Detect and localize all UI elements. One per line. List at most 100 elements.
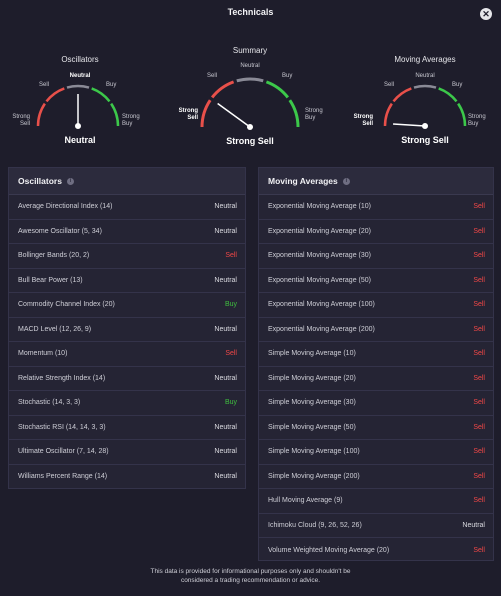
gauge-value: Neutral: [64, 135, 96, 145]
table-row: Awesome Oscillator (5, 34) Neutral: [9, 220, 245, 244]
indicator-signal: Neutral: [214, 276, 237, 284]
gauge-value: Strong Sell: [226, 136, 274, 146]
indicator-signal: Neutral: [214, 423, 237, 431]
table-row: Simple Moving Average (10) Sell: [259, 342, 493, 367]
table-row: Exponential Moving Average (10) Sell: [259, 195, 493, 220]
gauge-arc-segment: [392, 87, 412, 103]
indicator-signal: Buy: [224, 399, 237, 407]
indicator-signal: Neutral: [214, 374, 237, 382]
indicator-signal: Sell: [473, 399, 485, 407]
indicator-signal: Neutral: [214, 227, 237, 235]
gauge-label-strong-sell: Strong Sell: [178, 108, 198, 121]
indicator-signal: Sell: [473, 546, 485, 554]
table-row: Hull Moving Average (9) Sell: [259, 489, 493, 514]
gauge-needle: [393, 123, 426, 127]
gauge-arc-segment: [66, 84, 90, 89]
indicator-signal: Sell: [225, 252, 237, 260]
table-row: Simple Moving Average (30) Sell: [259, 391, 493, 416]
indicator-name: Simple Moving Average (100): [268, 448, 360, 456]
gauge-arc-segment: [457, 102, 467, 127]
table-row: Exponential Moving Average (30) Sell: [259, 244, 493, 269]
table-row: Exponential Moving Average (20) Sell: [259, 220, 493, 244]
table-row: Bull Bear Power (13) Neutral: [9, 269, 245, 293]
summary-gauge: Summary Neutral Sell Buy Strong Sell Stro…: [179, 42, 323, 149]
table-row: Williams Percent Range (14) Neutral: [9, 465, 245, 490]
indicator-signal: Neutral: [462, 521, 485, 529]
gauge-arc-segment: [110, 102, 120, 127]
indicator-signal: Sell: [473, 448, 485, 456]
gauge-label-sell: Sell: [207, 73, 218, 79]
indicator-signal: Sell: [473, 252, 485, 260]
indicator-signal: Sell: [473, 203, 485, 211]
info-icon[interactable]: i: [66, 177, 74, 185]
moving-averages-gauge: Moving Averages Neutral Sell Buy Strong S…: [354, 52, 486, 147]
moving-averages-panel: Moving Averages i Exponential Moving Ave…: [258, 167, 494, 561]
panel-title: Moving Averages: [268, 176, 338, 186]
window-title: Technicals: [227, 7, 274, 17]
table-row: Stochastic (14, 3, 3) Buy: [9, 391, 245, 416]
indicator-name: Simple Moving Average (200): [268, 472, 360, 480]
indicator-name: Relative Strength Index (14): [18, 374, 106, 382]
gauge-needle-hub: [247, 124, 253, 130]
gauge-label-strong-buy: Strong Buy: [122, 114, 140, 127]
gauge-arc-segment: [45, 87, 65, 103]
indicator-signal: Sell: [473, 227, 485, 235]
indicator-name: Ultimate Oscillator (7, 14, 28): [18, 448, 109, 456]
gauge-dial: [200, 77, 300, 130]
gauge-needle-hub: [422, 123, 428, 129]
oscillators-panel-header: Oscillators i: [9, 168, 245, 195]
indicator-signal: Neutral: [214, 473, 237, 481]
oscillators-list: Average Directional Index (14) Neutral Awe…: [9, 195, 245, 489]
table-row: Exponential Moving Average (50) Sell: [259, 269, 493, 293]
indicator-signal: Neutral: [214, 325, 237, 333]
indicator-name: Exponential Moving Average (50): [268, 276, 371, 284]
gauge-arc-segment: [265, 80, 290, 99]
table-row: Stochastic RSI (14, 14, 3, 3) Neutral: [9, 416, 245, 440]
indicator-signal: Sell: [473, 325, 485, 333]
gauge-label-strong-buy: Strong Buy: [468, 114, 486, 127]
gauge-label-buy: Buy: [106, 82, 117, 88]
indicator-signal: Sell: [473, 374, 485, 382]
info-icon[interactable]: i: [342, 177, 350, 185]
table-row: Bollinger Bands (20, 2) Sell: [9, 244, 245, 269]
table-row: Commodity Channel Index (20) Buy: [9, 293, 245, 318]
oscillators-gauge: Oscillators Neutral Sell Buy Strong Sell …: [12, 52, 140, 147]
table-row: Ichimoku Cloud (9, 26, 52, 26) Neutral: [259, 514, 493, 538]
indicator-name: Exponential Moving Average (30): [268, 252, 371, 260]
gauge-needle-hub: [75, 123, 81, 129]
indicator-signal: Sell: [473, 497, 485, 505]
gauge-label-buy: Buy: [282, 73, 293, 79]
indicator-name: Bollinger Bands (20, 2): [18, 252, 90, 260]
gauge-arc-segment: [413, 84, 437, 89]
indicator-name: Ichimoku Cloud (9, 26, 52, 26): [268, 521, 362, 529]
indicator-name: Stochastic RSI (14, 14, 3, 3): [18, 423, 106, 431]
gauge-label-strong-sell: Strong Sell: [12, 114, 30, 127]
gauge-arc-segment: [210, 80, 235, 99]
indicator-name: Commodity Channel Index (20): [18, 301, 115, 309]
table-row: Simple Moving Average (200) Sell: [259, 465, 493, 489]
indicator-signal: Sell: [473, 423, 485, 431]
table-row: Ultimate Oscillator (7, 14, 28) Neutral: [9, 440, 245, 465]
oscillators-panel: Oscillators i Average Directional Index …: [8, 167, 246, 489]
indicator-signal: Sell: [473, 350, 485, 358]
gauge-label-sell: Sell: [384, 82, 395, 88]
indicator-name: Simple Moving Average (50): [268, 423, 356, 431]
gauge-title: Moving Averages: [394, 55, 456, 64]
indicator-name: Simple Moving Average (20): [268, 374, 356, 382]
panel-title: Oscillators: [18, 176, 62, 186]
indicator-signal: Sell: [473, 301, 485, 309]
table-row: Relative Strength Index (14) Neutral: [9, 367, 245, 391]
indicator-signal: Buy: [224, 301, 237, 309]
gauge-needle: [217, 102, 251, 128]
indicator-signal: Sell: [473, 472, 485, 480]
table-row: Simple Moving Average (20) Sell: [259, 367, 493, 391]
gauge-value: Strong Sell: [401, 135, 449, 145]
close-button[interactable]: ✕: [480, 8, 492, 20]
indicator-name: MACD Level (12, 26, 9): [18, 325, 92, 333]
gauge-title: Summary: [232, 46, 268, 55]
indicator-name: Hull Moving Average (9): [268, 497, 343, 505]
moving-averages-panel-header: Moving Averages i: [259, 168, 493, 195]
moving-averages-list: Exponential Moving Average (10) Sell Expon…: [259, 195, 493, 563]
table-row: MACD Level (12, 26, 9) Neutral: [9, 318, 245, 342]
indicator-signal: Sell: [473, 276, 485, 284]
